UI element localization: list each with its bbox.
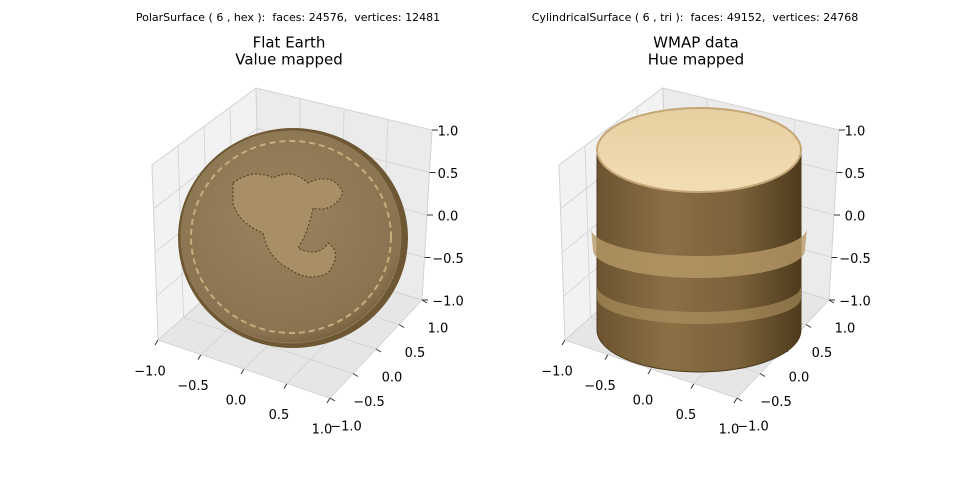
surface-band [591, 228, 807, 278]
z-tick-label: 0.5 [845, 167, 866, 182]
z-tick-label: −0.5 [432, 252, 464, 267]
tick-mark [283, 383, 288, 389]
y-tick-label: 0.5 [812, 346, 833, 361]
z-tick-label: −1.0 [839, 295, 871, 310]
z-tick-label: 0.5 [438, 167, 459, 182]
z-tick-label: 0.0 [845, 210, 866, 225]
axes-3d: CylindricalSurface ( 6 , tri ): faces: 4… [532, 11, 871, 438]
tick-mark [759, 373, 766, 377]
surface-ring [190, 140, 392, 334]
x-tick-label: −1.0 [134, 365, 166, 380]
y-tick-label: 0.0 [789, 371, 810, 386]
x-tick-label: 1.0 [312, 423, 333, 438]
x-tick-label: −1.0 [541, 365, 573, 380]
grid-line [662, 87, 840, 131]
x-tick-label: 0.5 [269, 408, 290, 423]
x-tick-label: −0.5 [584, 379, 616, 394]
x-tick-label: −0.5 [177, 379, 209, 394]
z-tick-label: −0.5 [839, 252, 871, 267]
surface-top [596, 107, 802, 193]
z-tick-label: 1.0 [438, 125, 459, 140]
grid-line [151, 87, 257, 166]
subtitle: Value mapped [235, 51, 343, 69]
y-tick-label: 0.5 [405, 346, 426, 361]
y-tick-label: −1.0 [330, 420, 362, 435]
y-tick-label: 1.0 [835, 322, 856, 337]
x-tick-label: 0.5 [676, 408, 697, 423]
tick-mark [326, 397, 331, 404]
tick-mark [604, 354, 609, 360]
tick-mark [329, 397, 336, 402]
y-tick-label: 0.0 [382, 371, 403, 386]
header: CylindricalSurface ( 6 , tri ): faces: 4… [532, 11, 859, 24]
z-tick-label: −1.0 [432, 295, 464, 310]
tick-mark [647, 368, 652, 375]
tick-mark [375, 348, 382, 353]
grid-line [558, 87, 664, 166]
x-tick-label: 0.0 [226, 394, 247, 409]
grid-line [157, 339, 331, 399]
title: Flat Earth [253, 34, 326, 52]
tick-mark [736, 397, 743, 402]
tick-mark [197, 354, 202, 360]
y-tick-label: −0.5 [353, 395, 385, 410]
grid-line [564, 339, 738, 399]
x-tick-label: 1.0 [719, 423, 740, 438]
tick-mark [154, 339, 159, 346]
header: PolarSurface ( 6 , hex ): faces: 24576, … [136, 11, 440, 24]
tick-mark [398, 324, 405, 328]
y-tick-label: −0.5 [760, 395, 792, 410]
tick-mark [352, 373, 359, 377]
axes-3d: PolarSurface ( 6 , hex ): faces: 24576, … [134, 11, 464, 438]
title: WMAP data [653, 34, 739, 52]
tick-mark [805, 324, 812, 328]
tick-mark [240, 368, 245, 375]
tick-mark [690, 383, 695, 389]
grid-line [183, 317, 354, 374]
y-tick-label: −1.0 [737, 420, 769, 435]
y-tick-label: 1.0 [428, 322, 449, 337]
grid-line [255, 87, 433, 131]
tick-mark [561, 339, 566, 346]
x-tick-label: 0.0 [633, 394, 654, 409]
surface-relief [232, 173, 344, 278]
subtitle: Hue mapped [648, 51, 744, 69]
tick-mark [733, 397, 738, 404]
z-tick-label: 1.0 [845, 125, 866, 140]
z-tick-label: 0.0 [438, 210, 459, 225]
surface-band [597, 286, 801, 324]
